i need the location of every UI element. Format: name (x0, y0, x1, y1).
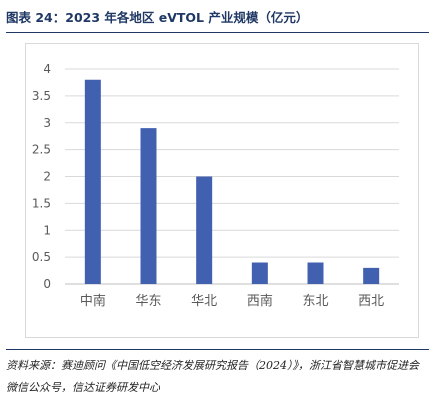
x-tick-label: 西南 (247, 293, 273, 309)
y-tick-label: 2.5 (32, 143, 51, 157)
bar-2 (196, 176, 213, 284)
x-tick-label: 华北 (191, 294, 217, 309)
x-tick-label: 华东 (135, 294, 161, 309)
title-divider (6, 32, 429, 33)
source-divider (6, 349, 429, 350)
bar-0 (84, 79, 101, 284)
chart-frame (25, 43, 419, 338)
x-tick-label: 西北 (358, 294, 384, 309)
y-tick-label: 3.5 (32, 89, 51, 103)
y-tick-label: 1 (43, 223, 51, 237)
y-tick-label: 4 (43, 62, 51, 76)
chart-title: 图表 24：2023 年各地区 eVTOL 产业规模（亿元） (6, 10, 309, 25)
y-tick-label: 3 (43, 116, 51, 130)
bar-chart: 0 0.5 1 1.5 2 2.5 3 3.5 4 中南 华东 华北 西南 东北 西北 (32, 62, 399, 309)
bar-3 (251, 262, 268, 284)
y-tick-label: 2 (43, 170, 51, 184)
y-tick-label: 0.5 (32, 250, 51, 264)
x-tick-label: 东北 (302, 294, 328, 309)
x-tick-label: 中南 (80, 293, 106, 309)
bar-5 (363, 267, 380, 284)
source-note: 资料来源：赛迪顾问《中国低空经济发展研究报告（2024）》，浙江省智慧城市促进会… (6, 359, 419, 394)
bar-4 (307, 262, 324, 284)
y-tick-label: 0 (43, 277, 51, 291)
bar-1 (140, 128, 157, 284)
y-tick-label: 1.5 (32, 196, 51, 210)
